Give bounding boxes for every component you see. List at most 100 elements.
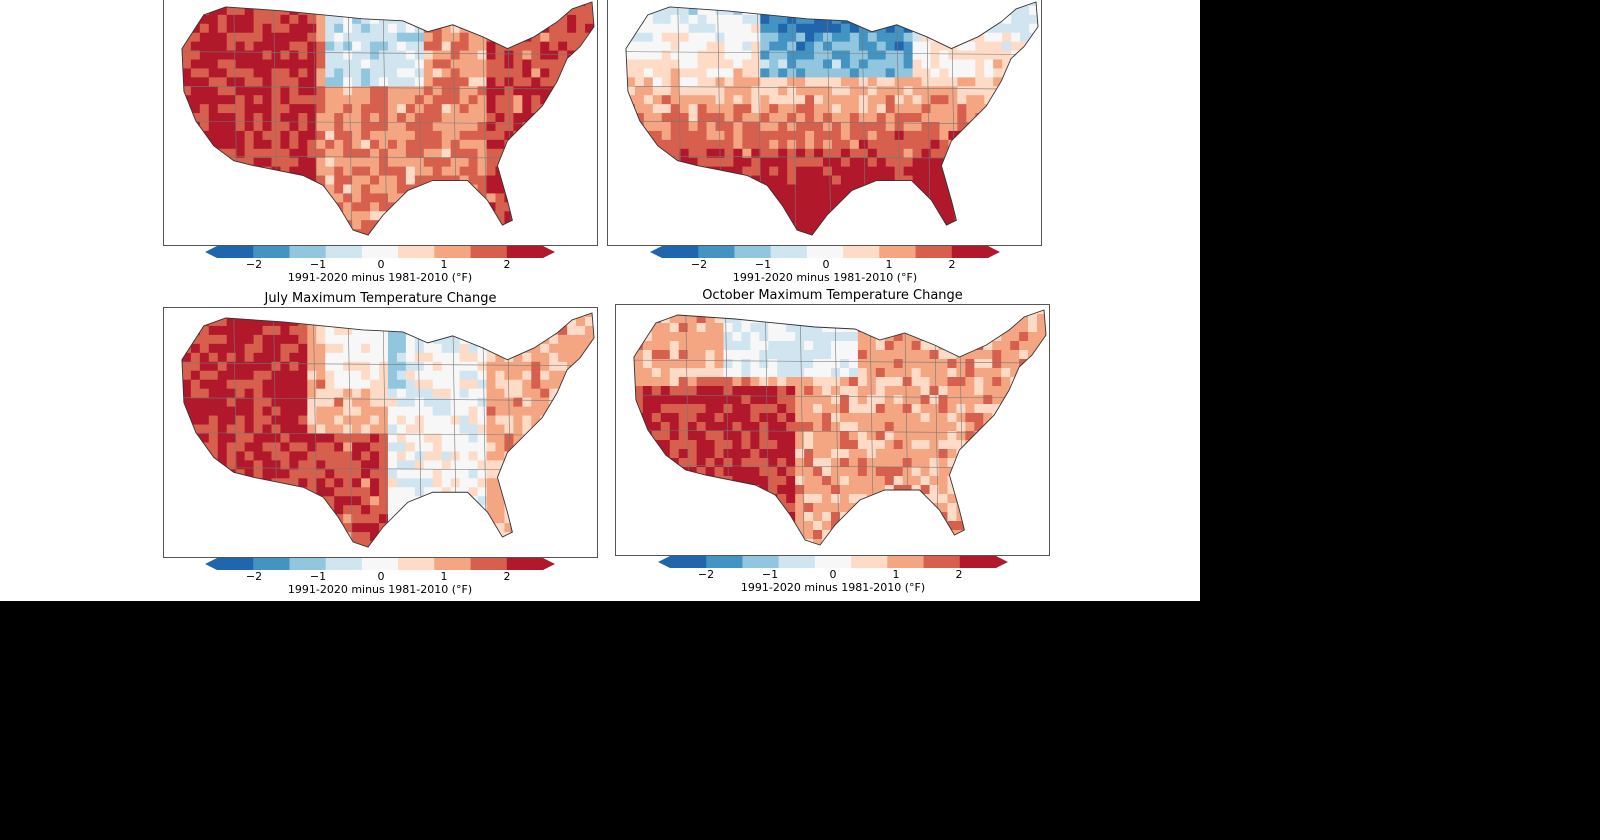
field-cell [424,238,433,245]
field-cell [634,77,645,87]
field-cell [867,104,878,114]
field-cell [513,32,523,43]
field-cell [504,316,514,327]
field-cell [608,68,617,77]
field-cell [660,539,671,545]
field-cell [723,332,733,342]
field-cell [594,140,597,149]
field-cell [576,202,586,212]
field-cell [1029,113,1039,123]
field-cell [576,325,586,336]
field-cell [253,460,264,470]
field-cell [289,478,299,488]
tick-label: −1 [309,258,327,271]
field-cell [164,460,173,469]
field-cell [253,370,264,381]
field-cell [486,95,496,105]
field-cell [387,487,398,497]
field-cell [839,458,850,468]
field-cell [396,211,407,221]
field-cell [687,314,698,324]
field-cell [912,130,923,141]
field-cell [405,95,416,105]
field-cell [751,68,761,78]
field-cell [379,370,389,381]
field-cell [450,406,461,417]
field-cell [325,113,335,123]
field-cell [1038,149,1041,158]
field-cell [831,77,842,87]
field-cell [769,148,779,159]
field-cell [522,95,532,105]
field-cell [361,1,371,7]
field-cell [894,202,905,212]
field-cell [585,175,595,185]
field-cell [271,352,281,363]
field-cell [714,467,725,477]
field-cell [751,238,760,245]
country-outline [181,312,595,548]
field-cell [531,388,541,399]
field-cell [531,312,541,318]
field-cell [298,193,308,203]
field-cell [298,514,308,524]
field-cell [307,23,317,34]
field-cell [741,458,751,468]
field-cell [280,121,290,132]
field-cell [540,14,550,25]
field-cell [687,386,698,396]
field-cell [208,388,219,399]
field-cell [679,220,690,230]
field-cell [822,431,832,441]
field-cell [513,469,523,479]
field-cell [307,121,317,132]
field-cell [459,532,470,542]
field-cell [786,386,796,396]
field-cell [396,175,407,185]
field-cell [876,220,887,230]
field-cell [396,532,407,542]
field-cell [199,424,210,434]
field-cell [634,184,645,194]
field-cell [217,505,228,515]
field-cell [616,485,625,495]
field-cell [244,532,255,542]
field-cell [522,104,532,114]
field-cell [669,512,680,522]
field-cell [993,59,1003,69]
field-cell [477,5,488,16]
field-cell [823,202,833,212]
field-cell [235,352,246,363]
field-cell [244,23,255,34]
field-cell [876,95,887,105]
field-cell [804,476,814,486]
field-cell [643,113,654,123]
field-cell [361,202,371,212]
field-cell [633,359,635,369]
field-cell [939,77,949,87]
field-cell [495,113,505,123]
field-cell [633,395,635,405]
field-cell [343,14,353,25]
field-cell [361,397,371,408]
field-cell [903,211,914,221]
field-cell [741,530,751,540]
field-cell [741,310,751,315]
field-cell [1020,193,1030,203]
field-cell [567,415,577,426]
field-cell [948,157,958,168]
field-cell [585,352,595,363]
field-cell [190,68,201,78]
field-cell [432,361,443,372]
field-cell [450,370,461,381]
field-cell [760,202,770,212]
field-cell [733,1,743,7]
field-cell [778,229,788,236]
field-cell [334,478,344,488]
field-cell [688,50,699,60]
field-cell [594,523,597,532]
field-cell [361,41,371,52]
field-cell [226,5,237,16]
field-cell [432,379,443,390]
field-cell [558,433,568,443]
